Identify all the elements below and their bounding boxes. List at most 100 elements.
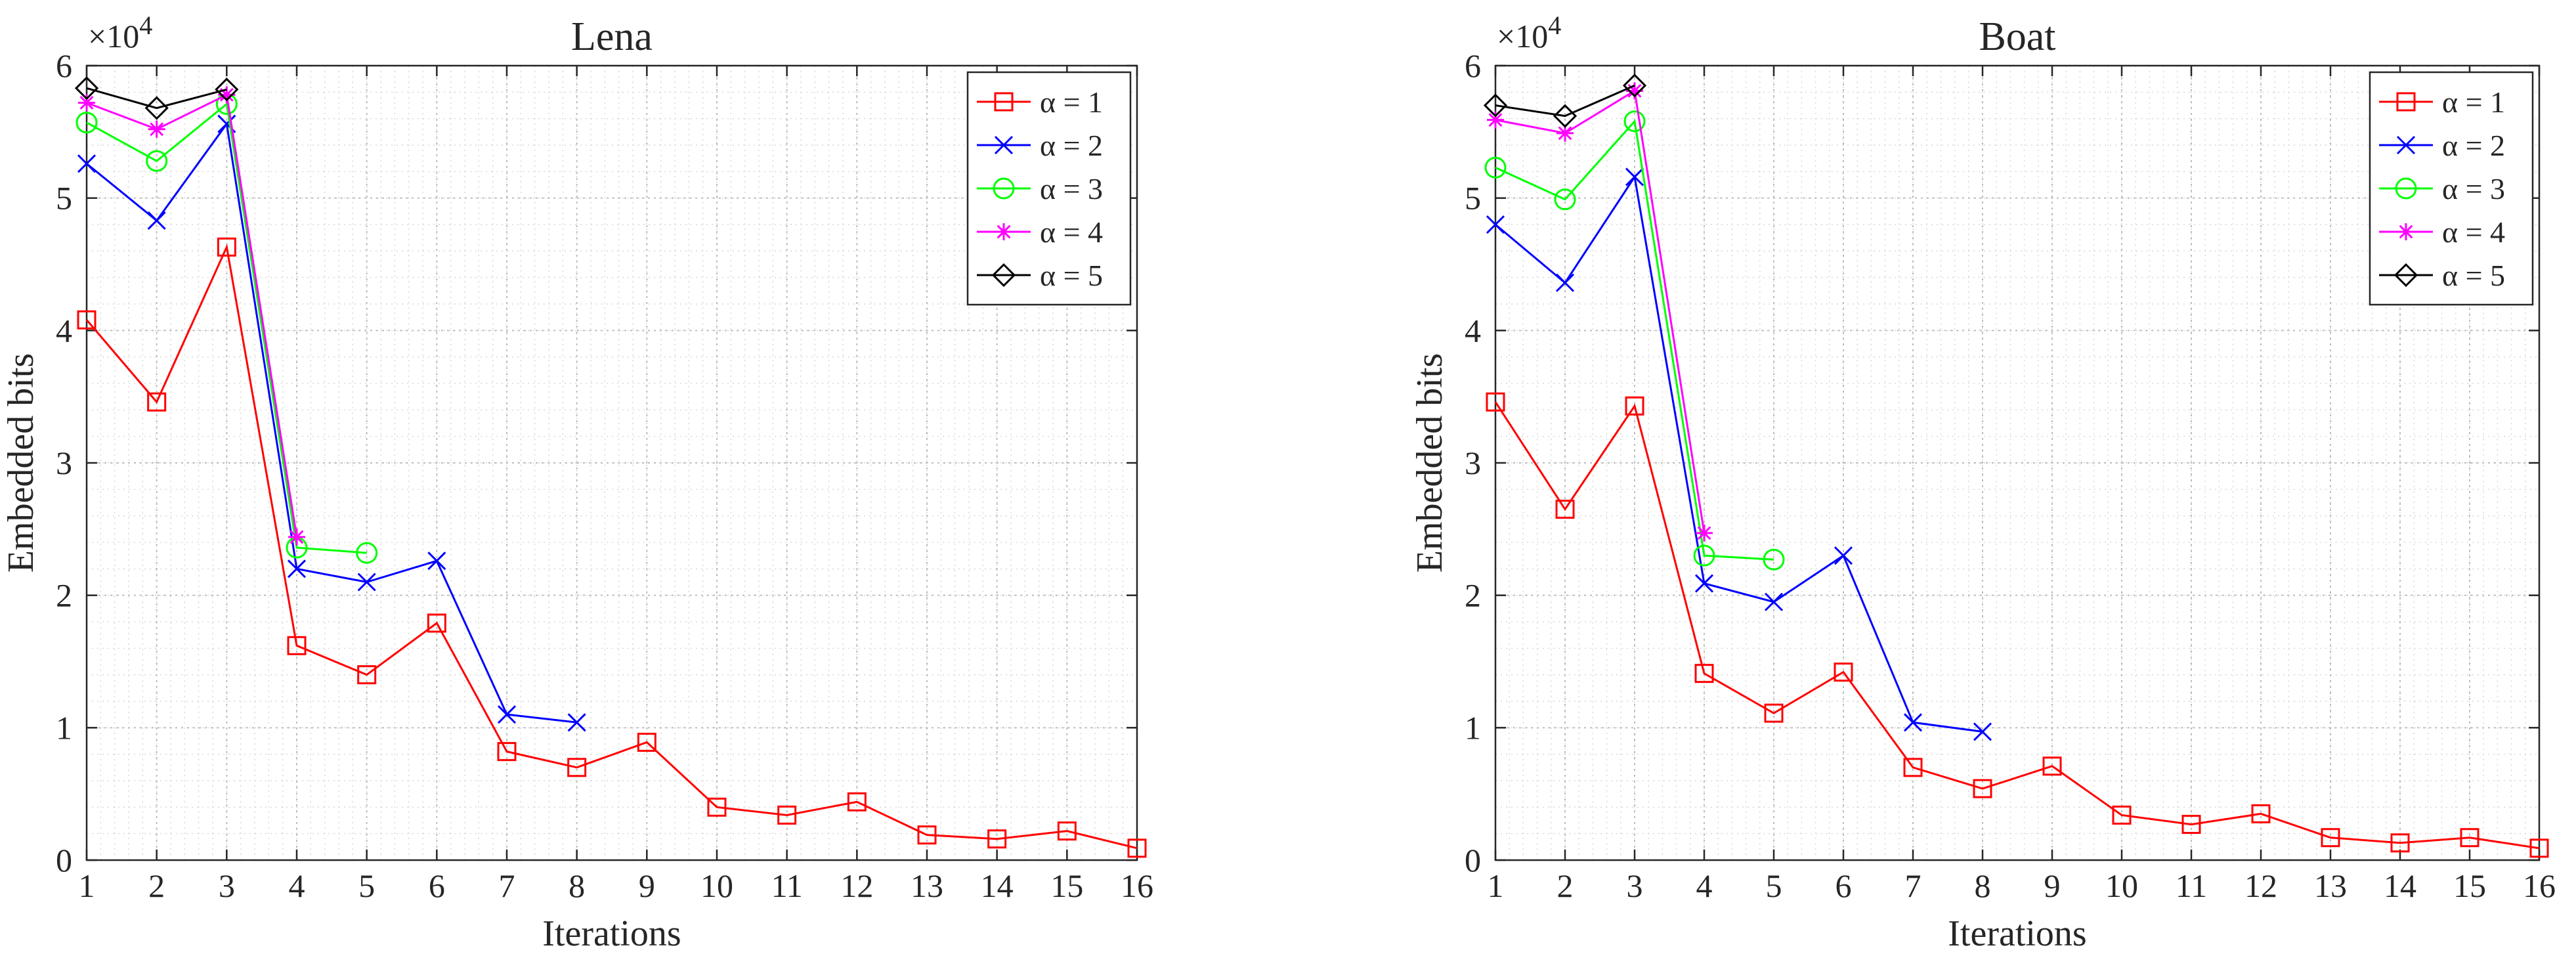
- x-tick-label: 10: [700, 867, 733, 904]
- data-point: [497, 705, 517, 724]
- x-tick-label: 10: [2105, 867, 2138, 904]
- legend-label: α = 5: [1040, 259, 1103, 292]
- x-tick-label: 4: [1696, 867, 1713, 904]
- data-point: [215, 77, 239, 102]
- data-point: [1486, 215, 1505, 234]
- data-point: [427, 613, 446, 633]
- data-point: [144, 96, 169, 120]
- x-tick-label: 5: [1766, 867, 1782, 904]
- x-axis-label: Iterations: [542, 913, 681, 954]
- data-point: [1625, 167, 1644, 186]
- data-point: [2460, 828, 2479, 848]
- x-tick-label: 12: [840, 867, 873, 904]
- data-point: [78, 94, 95, 112]
- legend-item: α = 3: [977, 172, 1103, 206]
- data-point: [357, 665, 377, 685]
- y-tick-label: 0: [56, 842, 72, 879]
- data-point: [987, 829, 1007, 849]
- legend-label: α = 4: [2442, 215, 2505, 249]
- y-exponent-power: 4: [1548, 11, 1561, 40]
- x-tick-label: 8: [1975, 867, 1991, 904]
- x-tick-label: 6: [429, 867, 445, 904]
- y-tick-label: 1: [56, 709, 72, 746]
- legend-item: α = 4: [2379, 215, 2505, 249]
- data-point: [1057, 821, 1077, 841]
- y-tick-label: 5: [1465, 180, 1481, 217]
- series-4: [1487, 82, 1713, 542]
- series-1: [1486, 392, 2549, 858]
- data-point: [287, 559, 307, 578]
- data-point: [1553, 104, 1578, 128]
- legend-marker: [991, 263, 1016, 288]
- legend-marker: [2396, 135, 2416, 155]
- data-point: [1486, 392, 1505, 412]
- y-exponent-power: 4: [139, 11, 152, 40]
- chart-title: Lena: [571, 14, 653, 59]
- legend-item: α = 1: [2379, 85, 2505, 119]
- x-tick-label: 13: [2314, 867, 2347, 904]
- y-tick-label: 5: [56, 180, 72, 217]
- legend-item: α = 3: [2379, 172, 2505, 206]
- legend-marker: [994, 135, 1014, 155]
- data-point: [2112, 805, 2132, 825]
- data-point: [75, 112, 98, 134]
- series-2: [77, 114, 586, 732]
- series-line: [1495, 89, 1706, 534]
- legend-label: α = 2: [1040, 129, 1103, 162]
- data-point: [356, 542, 378, 564]
- series-5: [1483, 74, 1647, 128]
- y-axis-label: Embedded bits: [1409, 353, 1450, 573]
- data-point: [1693, 544, 1715, 567]
- x-tick-label: 3: [1627, 867, 1643, 904]
- data-point: [77, 154, 97, 173]
- series-2: [1486, 167, 1992, 741]
- data-point: [1763, 548, 1785, 571]
- data-point: [77, 310, 97, 330]
- x-tick-label: 1: [1488, 867, 1504, 904]
- data-point: [637, 733, 656, 752]
- data-point: [2390, 833, 2410, 853]
- x-tick-label: 15: [1050, 867, 1083, 904]
- data-point: [1555, 273, 1575, 292]
- series-line: [85, 244, 1138, 850]
- legend-marker: [2396, 92, 2416, 112]
- x-tick-label: 8: [569, 867, 585, 904]
- y-tick-label: 3: [56, 445, 72, 481]
- data-point: [1622, 74, 1647, 98]
- series-line: [1495, 119, 1774, 561]
- legend-label: α = 3: [1040, 172, 1103, 206]
- legend: α = 1 α = 2 α = 3 α = 4 α = 5: [966, 71, 1132, 306]
- x-tick-label: 1: [79, 867, 95, 904]
- x-tick-label: 16: [1121, 867, 1153, 904]
- data-point: [1834, 662, 1853, 682]
- data-point: [147, 211, 166, 230]
- data-point: [357, 573, 376, 592]
- data-point: [707, 797, 727, 817]
- x-tick-label: 3: [219, 867, 235, 904]
- x-tick-label: 9: [639, 867, 655, 904]
- y-tick-label: 6: [56, 47, 72, 84]
- x-tick-label: 11: [2176, 867, 2207, 904]
- data-point: [1127, 838, 1147, 858]
- x-tick-label: 2: [148, 867, 165, 904]
- y-tick-label: 6: [1465, 47, 1481, 84]
- data-point: [2181, 815, 2201, 835]
- x-tick-label: 16: [2523, 867, 2556, 904]
- x-tick-label: 7: [499, 867, 515, 904]
- data-point: [1903, 758, 1923, 777]
- legend-item: α = 2: [977, 129, 1103, 162]
- data-point: [1625, 396, 1644, 416]
- legend-label: α = 1: [2442, 85, 2505, 119]
- series-line: [86, 102, 367, 554]
- y-tick-label: 2: [1465, 577, 1481, 614]
- data-point: [1556, 124, 1574, 142]
- series-4: [78, 86, 305, 546]
- data-point: [917, 825, 937, 845]
- data-point: [1694, 664, 1714, 684]
- legend-marker: [2397, 223, 2415, 240]
- x-tick-label: 9: [2044, 867, 2061, 904]
- data-point: [1764, 703, 1784, 723]
- data-point: [1555, 500, 1575, 519]
- data-point: [1696, 524, 1713, 542]
